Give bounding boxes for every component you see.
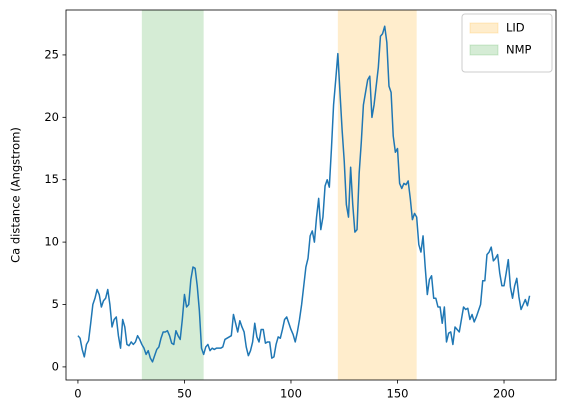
- y-tick-label: 20: [44, 110, 59, 124]
- y-tick-label: 15: [44, 172, 59, 186]
- axes-frame: [65, 9, 557, 381]
- x-tick-label: 200: [493, 387, 515, 401]
- data-line: [77, 25, 531, 363]
- y-tick-label: 25: [44, 47, 59, 61]
- y-axis-label: Ca distance (Angstrom): [9, 127, 23, 263]
- x-tick-label: 150: [387, 387, 409, 401]
- legend-label: LID: [506, 21, 525, 35]
- span: [141, 10, 204, 380]
- legend-box: [461, 13, 553, 73]
- y-tick-label: 10: [44, 235, 59, 249]
- x-tick-label: 100: [280, 387, 302, 401]
- y-tick-label: 0: [52, 359, 59, 373]
- x-tick-label: 0: [74, 387, 81, 401]
- legend-swatch: [469, 44, 499, 56]
- legend-label: NMP: [506, 43, 532, 57]
- y-tick-label: 5: [52, 297, 59, 311]
- legend-swatch: [469, 22, 499, 34]
- legend: LID NMP: [461, 13, 553, 73]
- x-tick-label: 50: [177, 387, 192, 401]
